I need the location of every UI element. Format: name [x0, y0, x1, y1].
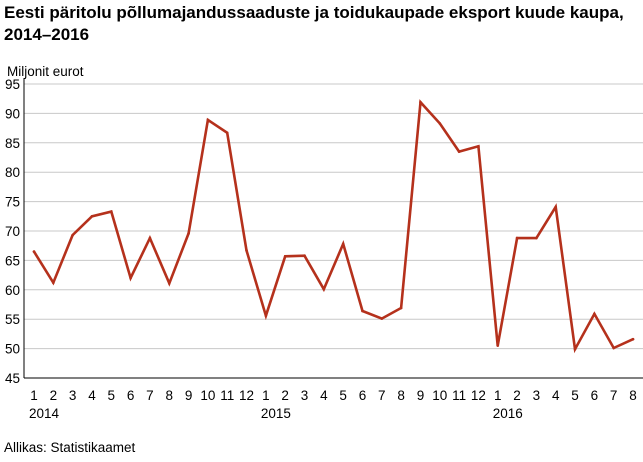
- y-tick-label: 85: [5, 136, 20, 151]
- data-point: [515, 236, 519, 240]
- data-point: [535, 236, 538, 240]
- data-point: [129, 276, 132, 280]
- data-point: [264, 314, 268, 317]
- data-point: [71, 233, 74, 237]
- data-point: [167, 282, 171, 285]
- x-tick-label: 10: [432, 388, 447, 403]
- year-label: 2016: [493, 406, 523, 421]
- y-tick-label: 55: [5, 312, 20, 327]
- y-tick-label: 60: [5, 283, 20, 298]
- year-label: 2014: [29, 406, 60, 421]
- x-axis-tick-labels: 1 2 3 4 5 6 7 8 9 10 11 12 1 2 3 4 5 6 7 8 9 10 11 12 1 2 3 4 5 6 7 8: [30, 388, 637, 403]
- x-tick-label: 9: [185, 388, 193, 403]
- x-tick-label: 1: [494, 388, 502, 403]
- x-tick-label: 11: [452, 388, 466, 403]
- x-tick-label: 9: [417, 388, 425, 403]
- x-tick-label: 1: [30, 388, 38, 403]
- x-tick-label: 2: [281, 388, 289, 403]
- chart-title: Eesti päritolu põllumajandussaaduste ja …: [4, 3, 624, 44]
- data-point: [109, 210, 113, 213]
- data-point: [341, 242, 345, 246]
- x-tick-label: 3: [69, 388, 77, 403]
- y-tick-label: 75: [5, 195, 20, 210]
- y-tick-label: 65: [5, 253, 20, 268]
- data-point: [438, 122, 442, 125]
- gridlines: [24, 83, 643, 350]
- x-tick-label: 7: [146, 388, 154, 403]
- y-tick-label: 70: [5, 224, 20, 239]
- x-tick-label: 12: [471, 388, 486, 403]
- y-tick-label: 90: [5, 106, 20, 121]
- y-tick-label: 45: [5, 371, 20, 386]
- year-label: 2015: [261, 406, 291, 421]
- data-point: [631, 337, 635, 341]
- data-point: [496, 344, 500, 347]
- x-tick-label: 4: [88, 388, 96, 403]
- data-point: [457, 150, 461, 153]
- x-tick-label: 6: [127, 388, 135, 403]
- x-tick-label: 10: [200, 388, 215, 403]
- x-tick-label: 4: [552, 388, 560, 403]
- y-tick-label: 50: [5, 342, 20, 357]
- x-tick-label: 8: [397, 388, 405, 403]
- data-point: [593, 312, 596, 316]
- x-tick-label: 2: [50, 388, 58, 403]
- series-line: [32, 99, 635, 354]
- data-point: [283, 254, 287, 258]
- data-point: [206, 118, 210, 122]
- x-tick-label: 4: [320, 388, 328, 403]
- y-tick-label: 95: [5, 77, 20, 92]
- x-tick-label: 7: [378, 388, 386, 403]
- data-point: [322, 287, 326, 291]
- data-point: [148, 236, 152, 240]
- x-tick-label: 5: [339, 388, 347, 403]
- data-point: [380, 317, 384, 320]
- data-point: [245, 249, 248, 252]
- data-point: [187, 232, 190, 235]
- x-tick-label: 11: [220, 388, 234, 403]
- data-point: [225, 131, 229, 135]
- x-tick-label: 8: [629, 388, 637, 403]
- x-tick-label: 6: [591, 388, 599, 403]
- x-tick-label: 5: [571, 388, 579, 403]
- data-point: [399, 306, 403, 310]
- data-point: [303, 254, 306, 257]
- x-tick-label: 12: [239, 388, 254, 403]
- x-tick-label: 8: [166, 388, 174, 403]
- x-tick-label: 6: [359, 388, 367, 403]
- data-point: [32, 250, 36, 253]
- year-labels: 2014 2015 2016: [29, 406, 523, 421]
- x-tick-label: 2: [513, 388, 521, 403]
- series-lines: [32, 99, 635, 354]
- data-point: [554, 205, 558, 209]
- data-point: [52, 281, 55, 285]
- data-point: [612, 346, 615, 350]
- axes: [23, 78, 643, 379]
- x-tick-label: 5: [108, 388, 116, 403]
- y-tick-label: 80: [5, 165, 20, 180]
- data-point: [361, 309, 364, 313]
- x-tick-label: 3: [533, 388, 541, 403]
- x-tick-label: 7: [610, 388, 618, 403]
- data-point: [90, 215, 94, 218]
- y-axis-tick-labels: 45 50 55 60 65 70 75 80 85 90 95: [5, 77, 20, 386]
- data-point: [573, 347, 577, 351]
- x-tick-label: 1: [262, 388, 270, 403]
- source-note: Allikas: Statistikaamet: [4, 440, 136, 455]
- x-tick-label: 3: [301, 388, 309, 403]
- data-point: [477, 145, 480, 148]
- data-point: [419, 100, 422, 104]
- y-axis-label: Miljonit eurot: [7, 64, 84, 79]
